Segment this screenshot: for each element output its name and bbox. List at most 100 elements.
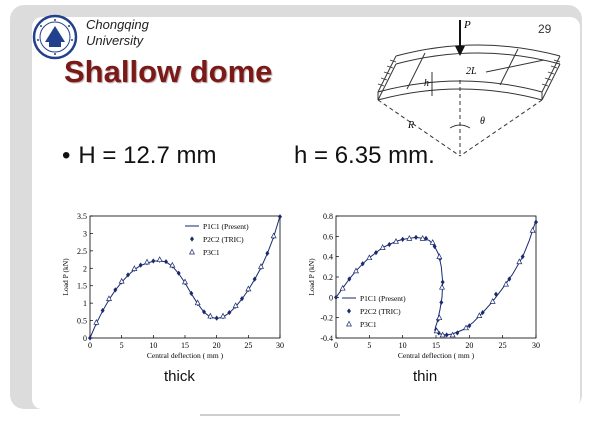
thick-point-diamond xyxy=(265,250,270,256)
thin-legend-diamond xyxy=(347,308,351,314)
thin-ytick-label: 0.2 xyxy=(323,273,333,282)
thin-point-triangle xyxy=(436,314,443,321)
thin-point-triangle xyxy=(353,267,359,274)
thin-point-triangle xyxy=(366,254,373,261)
thin-xtick-label: 0 xyxy=(334,341,338,350)
thin-point-triangle xyxy=(379,244,386,250)
thin-point-diamond xyxy=(432,243,437,250)
thin-ylabel: Load P (kN) xyxy=(307,258,316,296)
thin-point-triangle xyxy=(436,253,443,260)
thick-point-triangle xyxy=(169,261,176,268)
thin-point-triangle xyxy=(439,331,446,338)
thin-legend-label: P2C2 (TRIC) xyxy=(360,307,401,316)
thin-point-triangle xyxy=(503,280,509,287)
thin-xtick-label: 30 xyxy=(532,341,540,350)
angle-label: θ xyxy=(480,116,485,127)
thick-xlabel: Central deflection ( mm ) xyxy=(147,351,224,360)
thick-ytick-label: 3.5 xyxy=(77,212,87,221)
thin-point-triangle xyxy=(406,235,413,241)
thick-xtick-label: 0 xyxy=(88,341,92,350)
thin-point-triangle xyxy=(463,324,469,331)
thin-xtick-label: 15 xyxy=(432,341,440,350)
thin-point-triangle xyxy=(516,258,523,265)
thin-point-triangle xyxy=(339,284,346,291)
thin-point-diamond xyxy=(360,261,365,267)
thick-point-triangle xyxy=(182,278,188,285)
radius-label: R xyxy=(407,120,414,131)
span-label: 2L xyxy=(466,66,477,77)
thick-xtick-label: 25 xyxy=(244,341,252,350)
thin-point-diamond xyxy=(534,219,538,225)
thick-point-diamond xyxy=(151,258,156,264)
thin-ytick-label: 0.8 xyxy=(323,212,333,221)
thin-series-line xyxy=(335,219,537,336)
thick-xtick-label: 30 xyxy=(276,341,284,350)
thick-ytick-label: 3 xyxy=(83,229,87,238)
bullet-point: • xyxy=(62,142,71,169)
thin-point-diamond xyxy=(414,234,418,240)
thin-point-triangle xyxy=(449,331,456,338)
university-name-line1: Chongqing xyxy=(86,17,149,32)
thick-xtick-label: 5 xyxy=(120,341,124,350)
thin-point-triangle xyxy=(429,239,436,245)
thick-legend-label: P1C1 (Present) xyxy=(203,222,249,231)
thick-point-diamond xyxy=(176,270,181,276)
university-name-line2: University xyxy=(86,33,144,48)
thick-point-triangle xyxy=(258,263,264,269)
thick-ytick-label: 0 xyxy=(83,334,87,343)
chart-thin: 0 5 10 15 20 25 30 -0.4 -0.2 0 0.2 0.4 0.6 0.8 Central… xyxy=(307,212,540,360)
thin-point-triangle xyxy=(529,226,536,233)
bottom-bar xyxy=(200,404,400,416)
caption-thin: thin xyxy=(413,368,438,385)
thin-point-diamond xyxy=(374,250,378,256)
thin-ytick-label: 0 xyxy=(329,293,333,302)
university-logo xyxy=(32,14,78,60)
thick-xtick-label: 10 xyxy=(149,341,157,350)
thin-point-diamond xyxy=(520,254,525,260)
dome-schematic: P h 2L R θ xyxy=(377,19,561,157)
thin-point-diamond xyxy=(424,235,428,241)
thick-ytick-label: 2 xyxy=(83,264,87,273)
load-label: P xyxy=(463,19,471,31)
thick-ytick-label: 1.5 xyxy=(77,282,87,291)
thick-point-triangle xyxy=(106,295,112,301)
thick-point-diamond xyxy=(126,272,130,278)
thin-xlabel: Central deflection ( mm ) xyxy=(398,351,475,360)
thick-point-triangle xyxy=(144,258,150,265)
thin-point-diamond xyxy=(467,323,472,329)
thin-point-triangle xyxy=(489,298,496,304)
thick-xtick-label: 20 xyxy=(213,341,221,350)
thick-legend-diamond xyxy=(190,236,194,242)
thin-point-triangle xyxy=(393,238,399,244)
rise-label: h xyxy=(424,78,429,89)
thin-ytick-label: -0.2 xyxy=(320,314,333,323)
thick-point-triangle xyxy=(220,312,226,319)
thin-point-diamond xyxy=(444,332,449,338)
thin-point-triangle xyxy=(439,283,445,290)
parameters-line: • H = 12.7 mm h = 6.35 mm. xyxy=(62,142,435,170)
thin-point-triangle xyxy=(433,327,440,334)
thin-point-diamond xyxy=(440,279,445,285)
thin-xtick-label: 20 xyxy=(465,341,473,350)
thick-point-triangle xyxy=(131,265,138,271)
thin-point-triangle xyxy=(419,235,426,241)
thin-legend-label: P3C1 xyxy=(360,320,377,329)
thin-point-diamond xyxy=(507,276,512,282)
thick-point-triangle xyxy=(245,285,252,292)
thin-xtick-label: 25 xyxy=(499,341,507,350)
thick-legend-label: P2C2 (TRIC) xyxy=(203,235,244,244)
thick-point-triangle xyxy=(118,277,125,284)
thin-legend-label: P1C1 (Present) xyxy=(360,294,406,303)
thick-legend-triangle xyxy=(189,248,195,255)
thick-point-triangle xyxy=(156,256,163,262)
thick-ytick-label: 2.5 xyxy=(77,247,87,256)
caption-thick: thick xyxy=(164,368,195,385)
thick-ytick-label: 1 xyxy=(83,299,87,308)
thick-point-diamond xyxy=(138,262,143,268)
thick-ylabel: Load P (kN) xyxy=(61,258,70,296)
thick-point-triangle xyxy=(194,299,201,306)
thick-point-triangle xyxy=(93,318,100,325)
thin-point-triangle xyxy=(476,312,483,318)
thickness-h-text: h = 6.35 mm. xyxy=(294,142,435,169)
thick-legend-label: P3C1 xyxy=(203,248,220,257)
